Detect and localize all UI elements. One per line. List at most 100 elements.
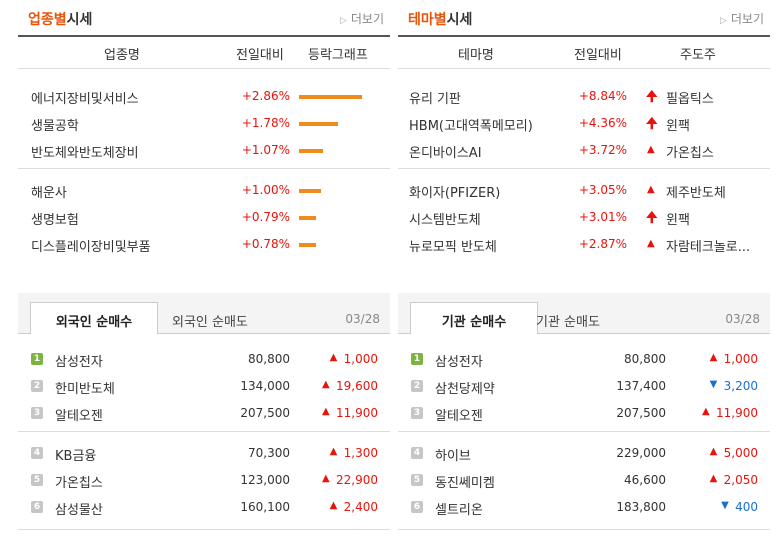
theme-leader-stock[interactable]: 필옵틱스 — [666, 92, 714, 107]
stock-price: 80,800 — [624, 352, 666, 366]
theme-row[interactable]: 유리 기판 +8.84% 🠉 필옵틱스 — [398, 83, 770, 110]
stock-name[interactable]: 가온칩스 — [55, 476, 103, 491]
theme-name[interactable]: HBM(고대역폭메모리) — [409, 119, 533, 134]
foreign-bottom-line — [18, 529, 390, 530]
institution-row[interactable]: 2 삼천당제약 137,400 ▼ 3,200 — [398, 373, 770, 400]
up-triangle-icon: ▲ — [709, 446, 718, 457]
stock-change: 11,900 — [336, 406, 378, 420]
foreign-divider — [18, 431, 390, 432]
sector-row[interactable]: 반도체와반도체장비 +1.07% — [18, 137, 390, 164]
sector-bar — [299, 243, 316, 247]
theme-leader-stock[interactable]: 자람테크놀로... — [666, 240, 751, 255]
stock-price: 134,000 — [240, 379, 290, 393]
stock-price: 160,100 — [240, 500, 290, 514]
stock-name[interactable]: 삼천당제약 — [435, 382, 495, 397]
stock-name[interactable]: 삼성전자 — [435, 355, 483, 370]
sector-change: +1.07% — [241, 143, 290, 157]
theme-row[interactable]: 화이자(PFIZER) +3.05% ▲ 제주반도체 — [398, 177, 770, 204]
stock-name[interactable]: 삼성전자 — [55, 355, 103, 370]
theme-row[interactable]: 뉴로모픽 반도체 +2.87% ▲ 자람테크놀로... — [398, 231, 770, 258]
theme-name[interactable]: 온디바이스AI — [409, 146, 482, 161]
foreign-row[interactable]: 3 알테오젠 207,500 ▲ 11,900 — [18, 400, 390, 427]
sector-name[interactable]: 반도체와반도체장비 — [31, 146, 139, 161]
theme-change: +8.84% — [578, 89, 627, 103]
sector-row[interactable]: 해운사 +1.00% — [18, 177, 390, 204]
foreign-row[interactable]: 2 한미반도체 134,000 ▲ 19,600 — [18, 373, 390, 400]
rank-badge: 2 — [31, 380, 43, 392]
sector-bar — [299, 216, 316, 220]
tab-foreign-buy[interactable]: 외국인 순매수 — [30, 302, 158, 335]
stock-name[interactable]: 삼성물산 — [55, 503, 103, 518]
sector-name[interactable]: 생물공학 — [31, 119, 79, 134]
institution-row[interactable]: 1 삼성전자 80,800 ▲ 1,000 — [398, 346, 770, 373]
foreign-row[interactable]: 5 가온칩스 123,000 ▲ 22,900 — [18, 467, 390, 494]
sector-name[interactable]: 에너지장비및서비스 — [31, 92, 139, 107]
tab-institution-buy[interactable]: 기관 순매수 — [410, 302, 538, 335]
stock-price: 46,600 — [624, 473, 666, 487]
theme-title: 테마별시세 — [408, 12, 473, 28]
theme-change: +3.01% — [578, 210, 627, 224]
institution-row[interactable]: 3 알테오젠 207,500 ▲ 11,900 — [398, 400, 770, 427]
stock-name[interactable]: 하이브 — [435, 449, 471, 464]
tab-institution-sell[interactable]: 기관 순매도 — [536, 315, 600, 330]
rank-badge: 4 — [411, 447, 423, 459]
theme-name[interactable]: 유리 기판 — [409, 92, 461, 107]
sector-row[interactable]: 생명보험 +0.79% — [18, 204, 390, 231]
theme-row[interactable]: 온디바이스AI +3.72% ▲ 가온칩스 — [398, 137, 770, 164]
institution-divider — [398, 431, 770, 432]
foreign-row[interactable]: 6 삼성물산 160,100 ▲ 2,400 — [18, 494, 390, 521]
theme-name[interactable]: 화이자(PFIZER) — [409, 186, 501, 201]
up-triangle-icon: ▲ — [702, 406, 710, 417]
theme-leader-stock[interactable]: 윈팩 — [666, 119, 690, 134]
theme-row[interactable]: HBM(고대역폭메모리) +4.36% 🠉 윈팩 — [398, 110, 770, 137]
up-triangle-icon: ▲ — [647, 238, 655, 249]
theme-more-link[interactable]: ▷ 더보기 — [719, 12, 764, 26]
stock-name[interactable]: 동진쎄미켐 — [435, 476, 495, 491]
theme-leader-stock[interactable]: 제주반도체 — [666, 186, 726, 201]
stock-change: 5,000 — [723, 446, 758, 460]
up-triangle-icon: ▲ — [647, 184, 655, 195]
up-triangle-icon: ▲ — [709, 473, 718, 484]
institution-row[interactable]: 5 동진쎄미켐 46,600 ▲ 2,050 — [398, 467, 770, 494]
institution-row[interactable]: 4 하이브 229,000 ▲ 5,000 — [398, 440, 770, 467]
up-arrow-icon: 🠉 — [646, 210, 658, 226]
theme-row[interactable]: 시스템반도체 +3.01% 🠉 윈팩 — [398, 204, 770, 231]
sector-bar — [299, 189, 321, 193]
stock-price: 207,500 — [240, 406, 290, 420]
foreign-row[interactable]: 4 KB금융 70,300 ▲ 1,300 — [18, 440, 390, 467]
stock-price: 183,800 — [616, 500, 666, 514]
sector-row[interactable]: 생물공학 +1.78% — [18, 110, 390, 137]
up-arrow-icon: 🠉 — [646, 116, 658, 132]
sector-row[interactable]: 에너지장비및서비스 +2.86% — [18, 83, 390, 110]
up-arrow-icon: 🠉 — [646, 89, 658, 105]
theme-name[interactable]: 시스템반도체 — [409, 213, 481, 228]
sector-change: +0.78% — [241, 237, 290, 251]
theme-leader-stock[interactable]: 가온칩스 — [666, 146, 714, 161]
institution-row[interactable]: 6 셀트리온 183,800 ▼ 400 — [398, 494, 770, 521]
up-triangle-icon: ▲ — [329, 500, 338, 511]
stock-name[interactable]: 한미반도체 — [55, 382, 115, 397]
sector-more-link[interactable]: ▷ 더보기 — [339, 12, 384, 26]
chevron-right-icon: ▷ — [339, 16, 347, 26]
theme-change: +2.87% — [578, 237, 627, 251]
sector-row[interactable]: 디스플레이장비및부품 +0.78% — [18, 231, 390, 258]
theme-name[interactable]: 뉴로모픽 반도체 — [409, 240, 497, 255]
foreign-row[interactable]: 1 삼성전자 80,800 ▲ 1,000 — [18, 346, 390, 373]
stock-change: 11,900 — [716, 406, 758, 420]
stock-name[interactable]: KB금융 — [55, 449, 97, 464]
sector-table-header: 업종명 전일대비 등락그래프 — [18, 35, 390, 69]
sector-name[interactable]: 생명보험 — [31, 213, 79, 228]
stock-change: 3,200 — [723, 379, 758, 393]
rank-badge: 3 — [411, 407, 423, 419]
sector-name[interactable]: 해운사 — [31, 186, 67, 201]
stock-name[interactable]: 알테오젠 — [55, 409, 103, 424]
theme-leader-stock[interactable]: 윈팩 — [666, 213, 690, 228]
stock-name[interactable]: 셀트리온 — [435, 503, 483, 518]
tab-foreign-sell[interactable]: 외국인 순매도 — [172, 315, 248, 330]
stock-change: 1,000 — [343, 352, 378, 366]
theme-change: +3.72% — [578, 143, 627, 157]
sector-title: 업종별시세 — [28, 12, 93, 28]
stock-name[interactable]: 알테오젠 — [435, 409, 483, 424]
stock-price: 207,500 — [616, 406, 666, 420]
sector-name[interactable]: 디스플레이장비및부품 — [31, 240, 151, 255]
